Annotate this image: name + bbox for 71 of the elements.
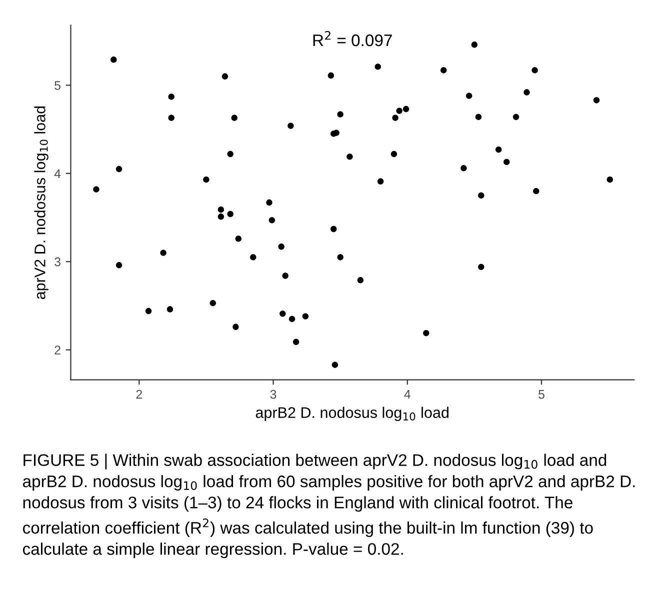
point [231, 114, 238, 121]
point [460, 165, 467, 172]
point [402, 106, 410, 112]
point [116, 166, 122, 172]
point [475, 114, 482, 120]
point [282, 272, 288, 279]
point [337, 254, 344, 260]
y-tick-label: 5 [54, 81, 60, 90]
point [168, 114, 174, 121]
point [377, 178, 384, 184]
point [116, 262, 122, 268]
point [222, 73, 228, 80]
point [333, 130, 340, 136]
point [227, 210, 234, 218]
point [440, 67, 447, 74]
point [160, 250, 166, 256]
point [328, 72, 334, 79]
point [232, 324, 239, 330]
point [292, 338, 300, 346]
point [396, 108, 402, 114]
point [504, 158, 510, 166]
point [250, 254, 256, 260]
y-tick-label: 4 [54, 169, 61, 178]
point [93, 186, 100, 192]
point [390, 150, 398, 158]
annotation: R$^{2}$ = 0.097 [313, 31, 392, 46]
point [218, 214, 224, 220]
point [268, 217, 276, 224]
x-axis-title: aprB2 D. nodosus log$_{10}$ load [256, 406, 448, 422]
point [330, 226, 337, 232]
point [168, 94, 174, 100]
point [512, 114, 520, 120]
point [533, 188, 540, 194]
point [423, 330, 430, 336]
point [210, 300, 216, 306]
y-tick-label: 3 [54, 257, 60, 266]
point [357, 277, 364, 284]
point [495, 146, 502, 153]
y-axis-title: aprV2 D. nodosus log$_{10}$ load [34, 106, 48, 300]
point [466, 92, 472, 99]
point [478, 192, 484, 199]
point [235, 236, 242, 242]
point [110, 56, 117, 63]
point [280, 310, 286, 317]
x-tick-label: 3 [270, 390, 276, 399]
point [346, 154, 353, 160]
point [266, 199, 272, 206]
point [218, 206, 224, 213]
point [524, 89, 530, 96]
point [478, 264, 484, 270]
x-tick-label: 4 [404, 390, 410, 399]
text: FIGURE 5 | Within swab association between aprV2 D. nodosus log$_{10}$ load and aprB2 D. nodosus log$_{10}$ load from 60 samples positive for both aprV2 and aprB2 D. nodosus from 3 visits (1–3) to 24 flocks in England with clinical footrot. The correlation coefficient (R$^{2}$) was calculated using the built-in lm function (39) to calculate a simple linear regression. P-value = 0.02. [22, 454, 635, 558]
point [593, 97, 600, 104]
point [332, 362, 338, 368]
point [532, 67, 538, 74]
point [278, 244, 284, 250]
point [606, 176, 614, 183]
point [166, 306, 174, 312]
point [288, 122, 294, 129]
point [288, 316, 296, 322]
point [374, 64, 381, 70]
point [145, 308, 152, 314]
y-tick-label: 2 [54, 346, 60, 354]
x-tick-label: 2 [136, 390, 142, 399]
x-tick-label: 5 [538, 390, 544, 399]
point [337, 111, 344, 118]
point [471, 42, 478, 48]
point [203, 176, 210, 183]
point [227, 150, 234, 158]
point [392, 114, 398, 121]
point [302, 313, 309, 320]
